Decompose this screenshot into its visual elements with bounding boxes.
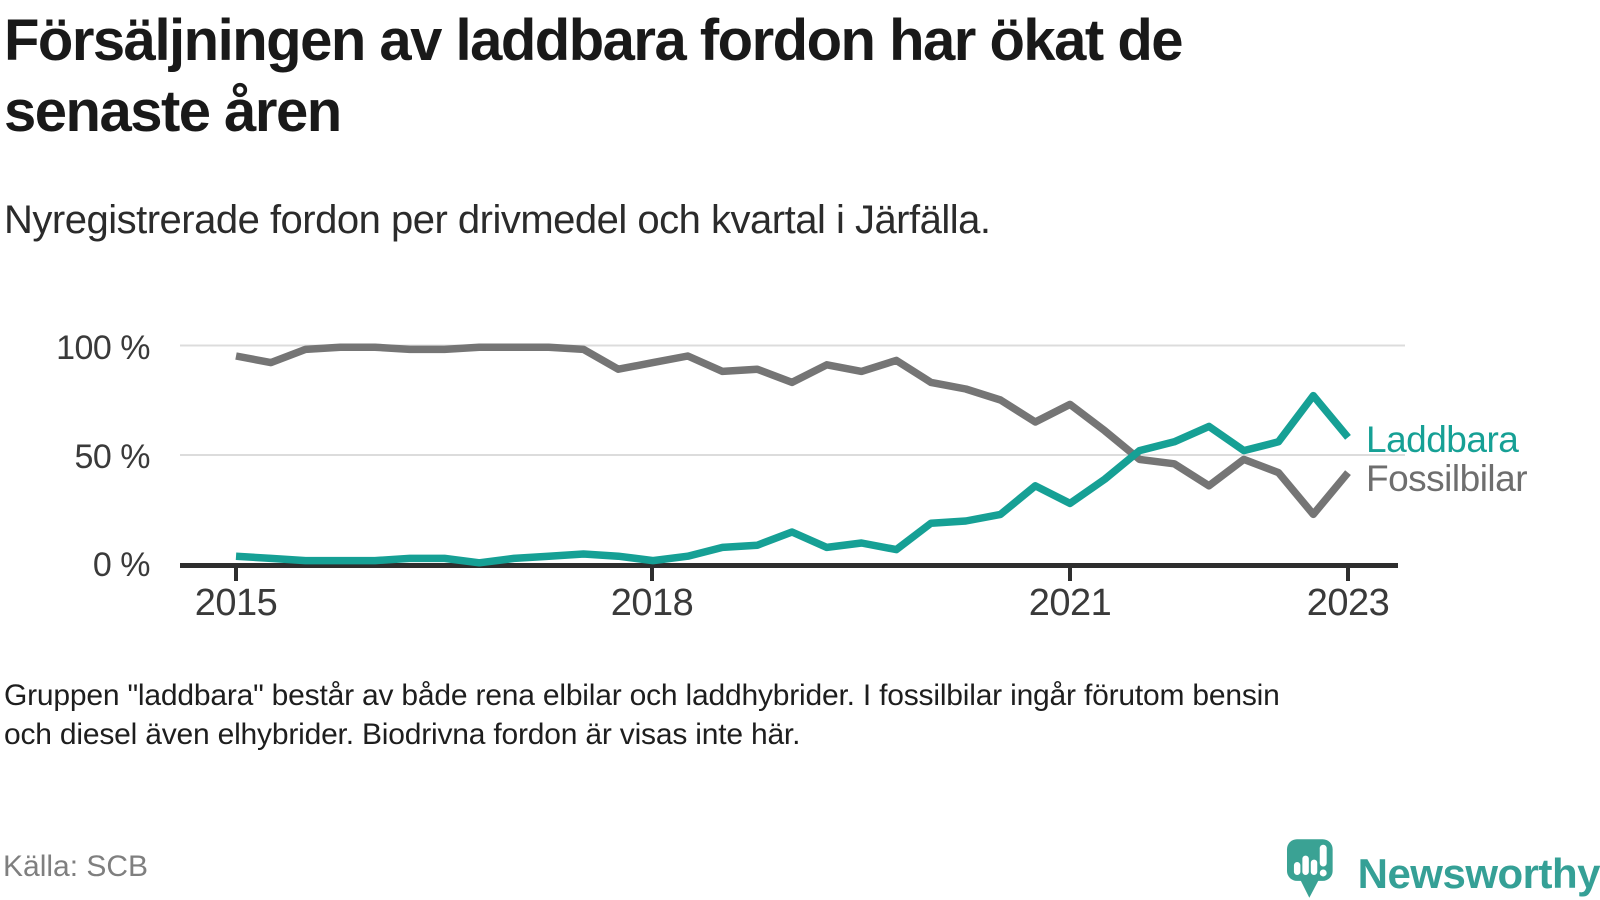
newsworthy-logo-icon	[1286, 839, 1333, 898]
x-tick-label-2021: 2021	[1028, 582, 1112, 624]
page-title: Försäljningen av laddbara fordon har öka…	[4, 6, 1564, 148]
y-tick-label-50: 50 %	[74, 438, 151, 476]
newsworthy-logo: Newsworthy	[1286, 838, 1600, 900]
x-tick-label-2015: 2015	[194, 582, 278, 624]
page-title-line-1: Försäljningen av laddbara fordon har öka…	[4, 8, 1184, 73]
legend-label-laddbara: Laddbara	[1366, 419, 1519, 460]
x-tick-label-2023: 2023	[1306, 582, 1390, 624]
y-tick-label-100: 100 %	[56, 329, 150, 367]
newsworthy-logo-text: Newsworthy	[1357, 850, 1600, 897]
fossilbilar-line	[235, 343, 1351, 519]
legend-label-fossilbilar: Fossilbilar	[1366, 458, 1528, 499]
y-tick-label-0: 0 %	[92, 546, 151, 584]
chart-footnote-line-2: och diesel även elhybrider. Biodrivna fo…	[4, 718, 801, 751]
laddbara-line	[235, 391, 1351, 567]
page-title-line-2: senaste åren	[4, 78, 342, 144]
source-label: Källa: SCB	[3, 850, 149, 883]
chart-footnote: Gruppen "laddbara" består av både rena e…	[4, 676, 1594, 754]
chart-subtitle: Nyregistrerade fordon per drivmedel och …	[4, 198, 991, 242]
chart-footnote-line-1: Gruppen "laddbara" består av både rena e…	[4, 679, 1280, 712]
x-tick-label-2018: 2018	[610, 582, 694, 624]
